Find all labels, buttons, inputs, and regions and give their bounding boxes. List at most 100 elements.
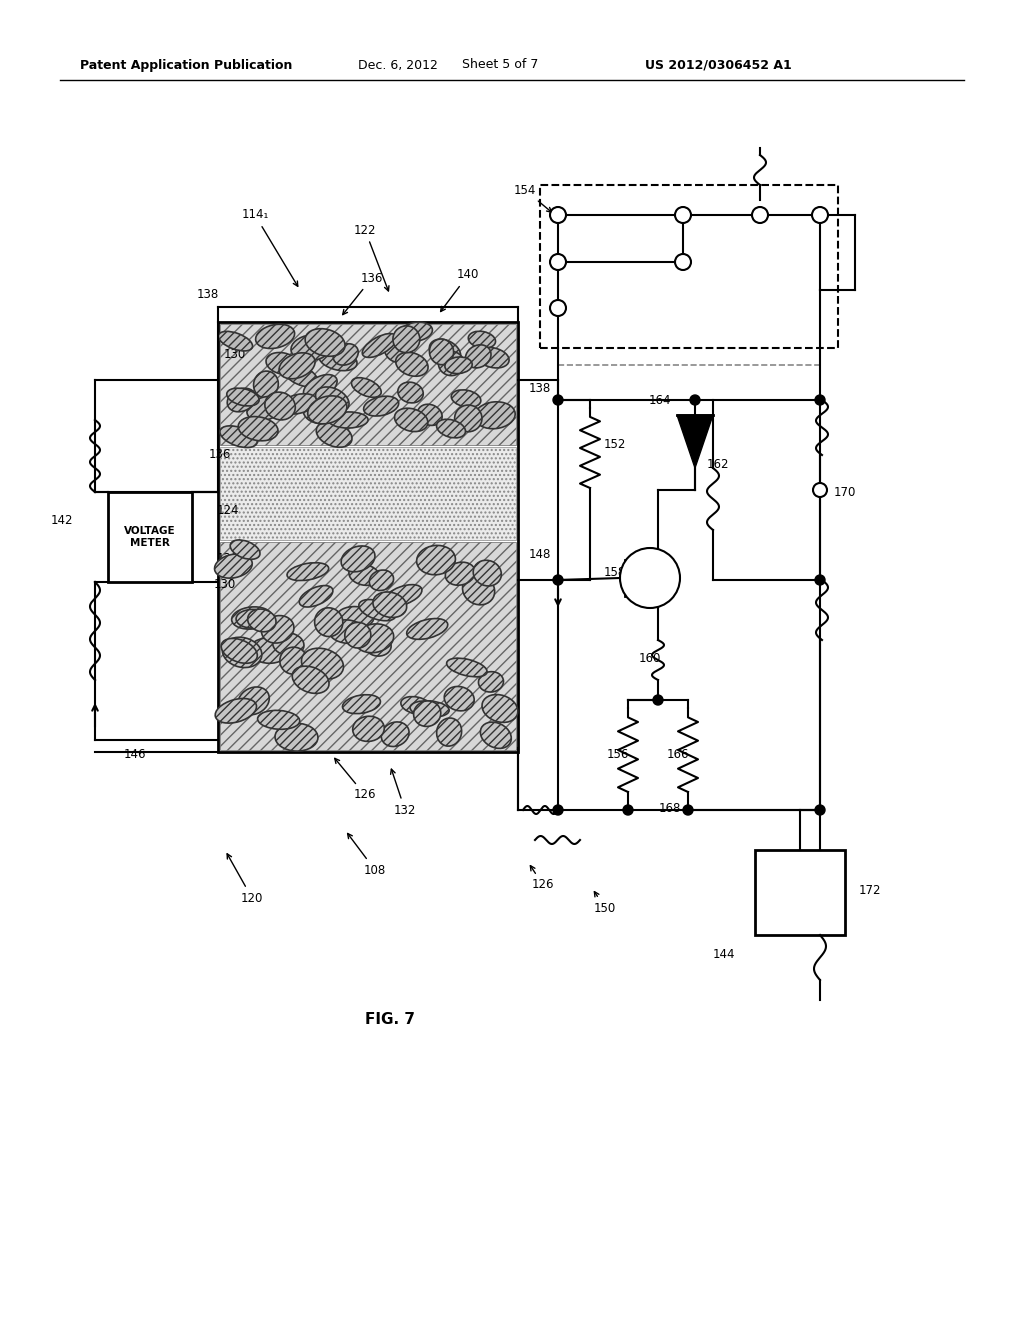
Ellipse shape <box>452 389 481 408</box>
Circle shape <box>553 576 563 585</box>
Ellipse shape <box>254 371 279 397</box>
Ellipse shape <box>410 701 450 717</box>
Ellipse shape <box>364 396 398 416</box>
Text: 122: 122 <box>353 223 389 290</box>
Ellipse shape <box>342 694 381 714</box>
Ellipse shape <box>303 397 339 424</box>
Text: 120: 120 <box>227 854 263 904</box>
Text: 114₁: 114₁ <box>242 209 298 286</box>
Ellipse shape <box>258 710 300 729</box>
Circle shape <box>815 576 825 585</box>
Ellipse shape <box>316 422 352 447</box>
Ellipse shape <box>292 667 329 693</box>
Ellipse shape <box>314 607 343 636</box>
Ellipse shape <box>239 417 279 441</box>
Text: VOLTAGE
METER: VOLTAGE METER <box>124 527 176 548</box>
Bar <box>218 322 518 752</box>
Bar <box>220 543 516 750</box>
Circle shape <box>623 805 633 814</box>
Circle shape <box>550 207 566 223</box>
Ellipse shape <box>230 540 260 560</box>
Text: 126: 126 <box>335 759 376 801</box>
Ellipse shape <box>215 698 256 723</box>
Text: 170: 170 <box>834 486 856 499</box>
Ellipse shape <box>283 363 317 387</box>
Text: 126: 126 <box>530 866 554 891</box>
Text: 146: 146 <box>124 748 146 762</box>
Ellipse shape <box>275 723 317 751</box>
Ellipse shape <box>373 591 407 618</box>
Circle shape <box>675 207 691 223</box>
Text: FIG. 7: FIG. 7 <box>365 1012 415 1027</box>
Ellipse shape <box>237 610 268 628</box>
Ellipse shape <box>231 607 271 630</box>
Circle shape <box>553 805 563 814</box>
Ellipse shape <box>444 686 474 711</box>
Ellipse shape <box>370 570 393 590</box>
Text: US 2012/0306452 A1: US 2012/0306452 A1 <box>645 58 792 71</box>
Circle shape <box>812 207 828 223</box>
Ellipse shape <box>280 352 315 379</box>
Ellipse shape <box>438 351 464 376</box>
Ellipse shape <box>272 632 304 656</box>
Ellipse shape <box>398 381 423 403</box>
Ellipse shape <box>280 647 307 675</box>
Ellipse shape <box>333 343 358 366</box>
Ellipse shape <box>445 562 475 585</box>
Ellipse shape <box>400 697 432 714</box>
Text: Sheet 5 of 7: Sheet 5 of 7 <box>462 58 539 71</box>
Ellipse shape <box>474 401 515 429</box>
Ellipse shape <box>482 694 518 722</box>
Circle shape <box>815 805 825 814</box>
Bar <box>220 447 516 540</box>
Ellipse shape <box>417 545 456 574</box>
Ellipse shape <box>261 615 294 643</box>
Ellipse shape <box>384 585 422 606</box>
Ellipse shape <box>315 387 349 412</box>
Ellipse shape <box>480 722 511 748</box>
Ellipse shape <box>394 408 428 432</box>
Ellipse shape <box>301 648 343 680</box>
Text: 136: 136 <box>209 447 231 461</box>
Ellipse shape <box>399 322 432 342</box>
Text: 150: 150 <box>594 891 616 915</box>
Ellipse shape <box>318 348 357 371</box>
Ellipse shape <box>463 574 495 605</box>
Text: 144: 144 <box>713 949 735 961</box>
Text: 148: 148 <box>528 549 551 561</box>
Ellipse shape <box>384 335 413 355</box>
Circle shape <box>683 805 693 814</box>
Ellipse shape <box>307 396 347 424</box>
Ellipse shape <box>466 345 492 368</box>
Ellipse shape <box>329 412 368 428</box>
Ellipse shape <box>349 564 380 585</box>
Bar <box>540 185 838 348</box>
Ellipse shape <box>476 347 509 368</box>
Ellipse shape <box>305 329 345 356</box>
Ellipse shape <box>248 609 276 632</box>
Ellipse shape <box>218 331 253 351</box>
Text: 166: 166 <box>667 748 689 762</box>
Circle shape <box>550 253 566 271</box>
Ellipse shape <box>455 405 482 432</box>
Bar <box>755 850 845 935</box>
Text: 130: 130 <box>214 578 237 591</box>
Ellipse shape <box>345 622 371 648</box>
Ellipse shape <box>351 378 381 397</box>
Ellipse shape <box>473 560 502 586</box>
Text: 142: 142 <box>51 513 74 527</box>
Ellipse shape <box>352 717 384 742</box>
Ellipse shape <box>381 722 409 747</box>
Text: 154: 154 <box>514 183 552 213</box>
Circle shape <box>550 300 566 315</box>
Ellipse shape <box>393 326 420 352</box>
Ellipse shape <box>341 546 375 572</box>
Text: 156: 156 <box>607 748 629 762</box>
Circle shape <box>553 395 563 405</box>
Ellipse shape <box>222 638 262 668</box>
Ellipse shape <box>215 554 252 578</box>
Ellipse shape <box>478 672 504 692</box>
Ellipse shape <box>226 388 259 407</box>
Ellipse shape <box>436 420 466 438</box>
Text: 162: 162 <box>707 458 729 471</box>
